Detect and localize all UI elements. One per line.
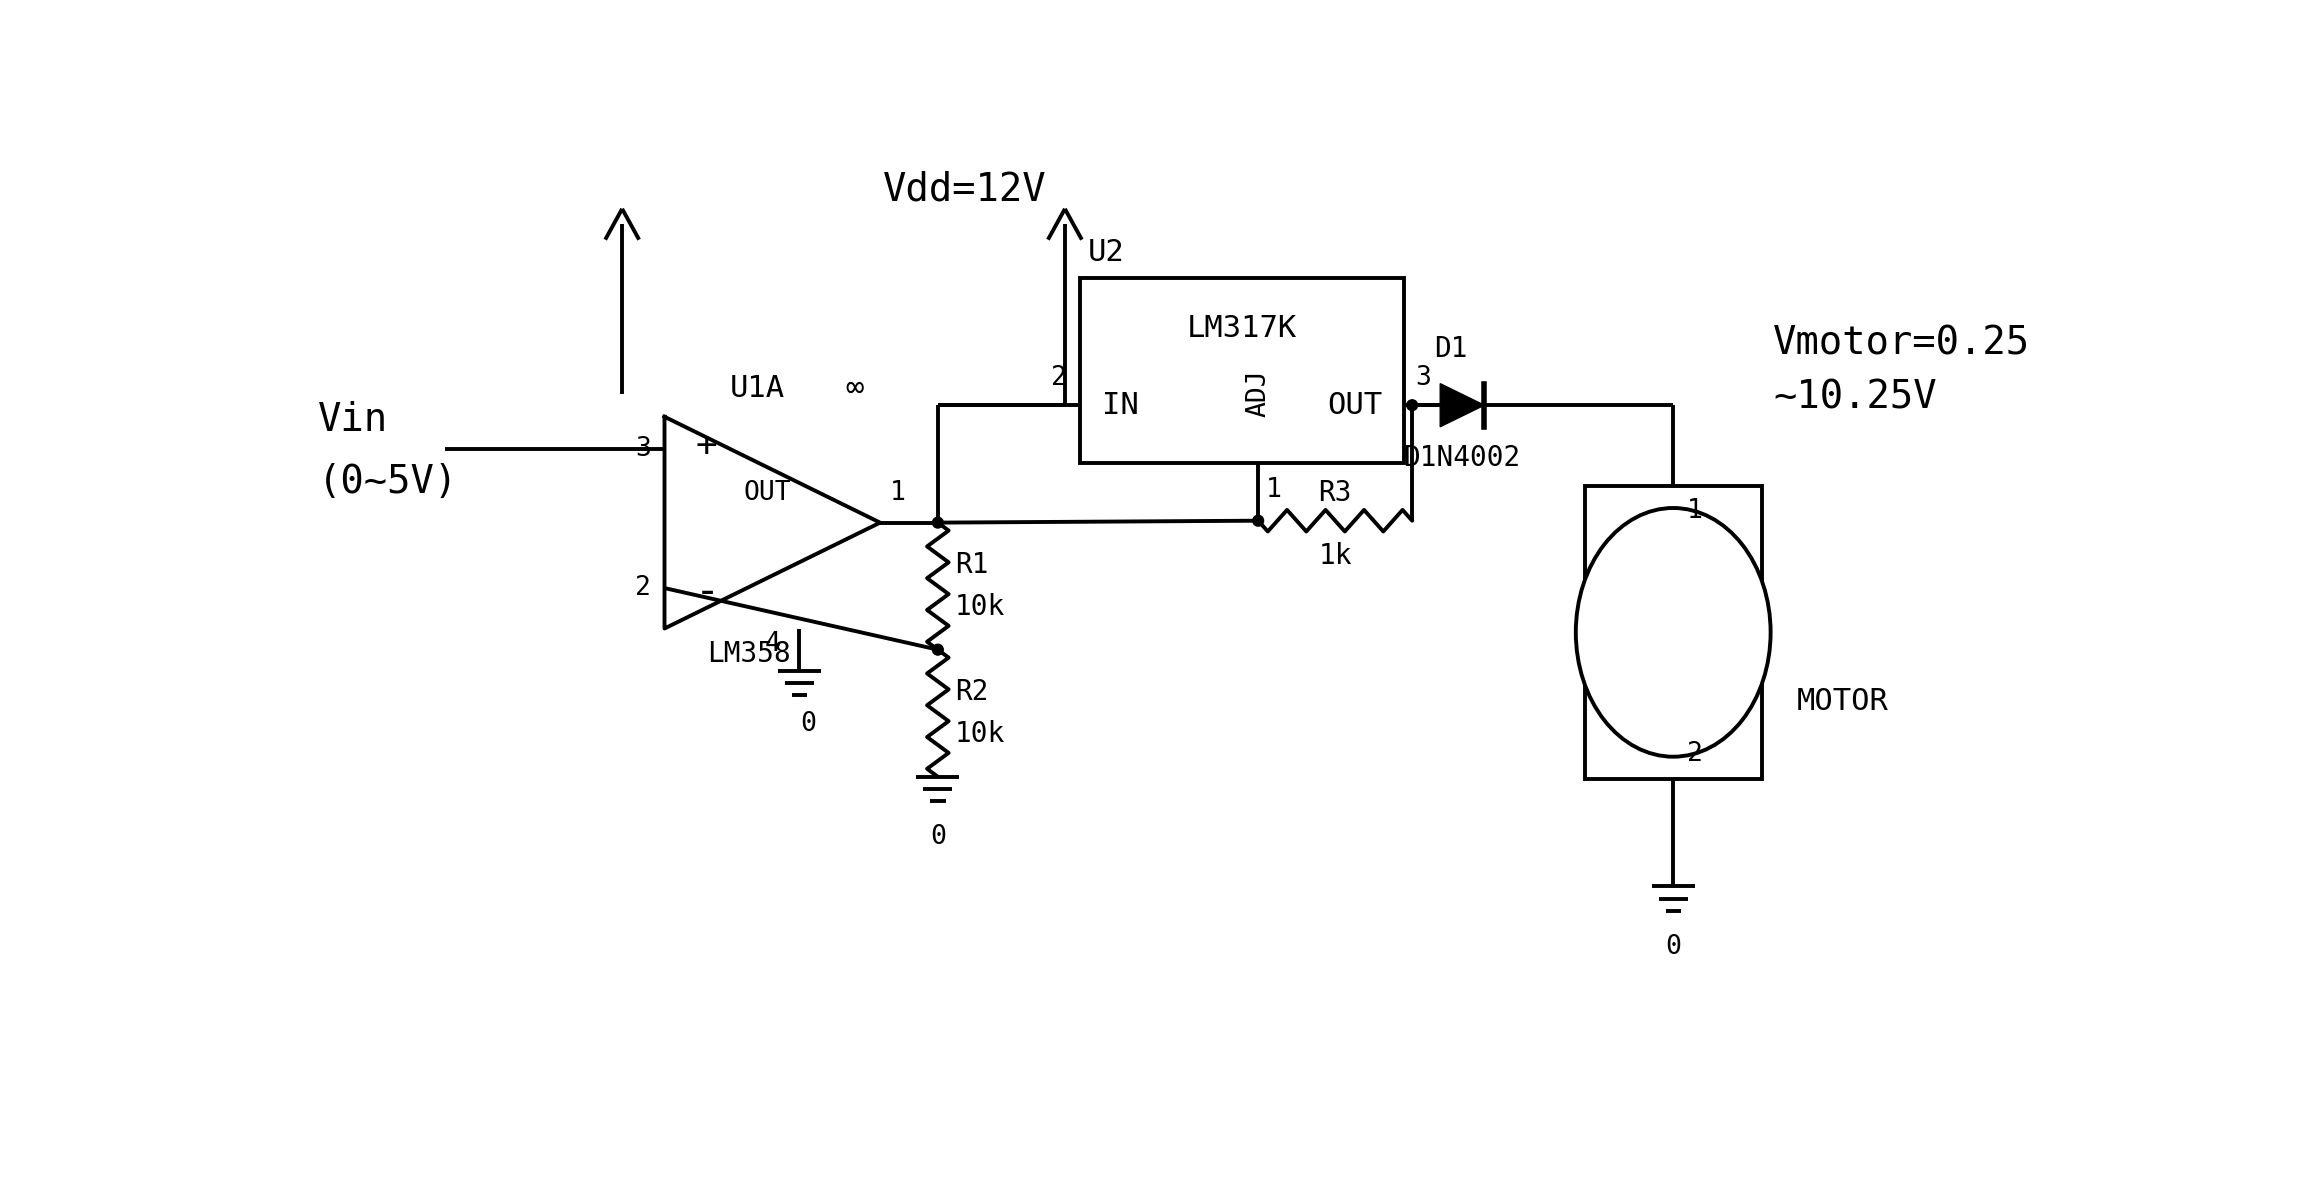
Text: U1A: U1A (731, 374, 784, 403)
Text: 1: 1 (1265, 477, 1281, 503)
Text: R2: R2 (955, 678, 988, 706)
Circle shape (932, 644, 944, 655)
Ellipse shape (1575, 508, 1772, 756)
Text: (0~5V): (0~5V) (317, 462, 458, 501)
Text: IN: IN (1101, 391, 1138, 419)
Text: 4: 4 (763, 631, 779, 657)
Text: LM358: LM358 (708, 641, 791, 668)
Circle shape (1254, 515, 1263, 526)
Text: U2: U2 (1087, 238, 1124, 266)
Text: 10k: 10k (955, 721, 1006, 748)
Bar (1584, 486, 1763, 779)
Text: LM317K: LM317K (1187, 314, 1298, 343)
Text: 0: 0 (800, 711, 816, 737)
Text: Vdd=12V: Vdd=12V (884, 171, 1045, 209)
Text: R1: R1 (955, 551, 988, 578)
Text: D1: D1 (1434, 335, 1466, 363)
Text: 2: 2 (1050, 366, 1066, 391)
Text: 10k: 10k (955, 594, 1006, 621)
Text: 1: 1 (888, 479, 904, 505)
Text: ADJ: ADJ (1244, 369, 1272, 417)
Text: -: - (694, 571, 719, 613)
Text: Vmotor=0.25: Vmotor=0.25 (1774, 325, 2031, 362)
Text: D1N4002: D1N4002 (1404, 443, 1522, 472)
Text: ~10.25V: ~10.25V (1774, 379, 1936, 417)
Text: 2: 2 (1686, 741, 1702, 767)
Text: MOTOR: MOTOR (1797, 687, 1887, 716)
Bar (1080, 278, 1404, 462)
Text: 1k: 1k (1318, 543, 1351, 570)
Text: OUT: OUT (1328, 391, 1383, 419)
Text: OUT: OUT (745, 479, 791, 505)
Circle shape (1406, 400, 1418, 411)
Text: +: + (696, 429, 717, 462)
Text: ∞: ∞ (847, 374, 863, 403)
Text: 1: 1 (1686, 497, 1702, 523)
Text: 3: 3 (634, 436, 650, 462)
Text: Vin: Vin (317, 402, 389, 440)
Circle shape (932, 517, 944, 528)
Text: R3: R3 (1318, 479, 1351, 507)
Text: 2: 2 (634, 575, 650, 601)
Text: 0: 0 (1665, 934, 1682, 961)
Text: 3: 3 (1416, 366, 1432, 391)
Polygon shape (1441, 384, 1485, 427)
Text: 0: 0 (930, 825, 946, 851)
